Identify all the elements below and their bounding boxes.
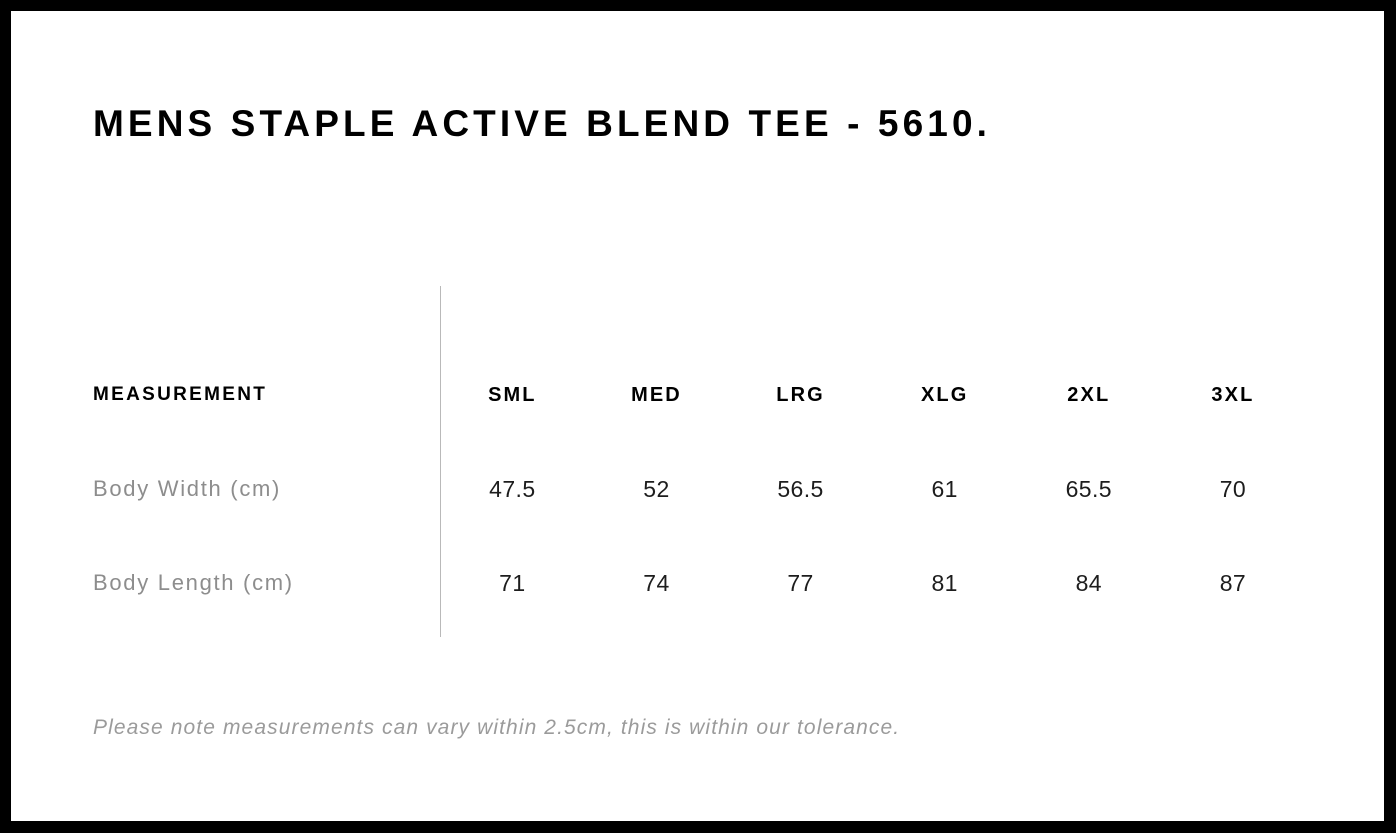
- cell-body-length-3xl: 87: [1219, 569, 1247, 596]
- cell-body-width-med: 52: [643, 475, 670, 502]
- column-header-xlg: XLG: [920, 383, 969, 406]
- column-header-2xl: 2XL: [1067, 383, 1111, 406]
- table-header-row: MEASUREMENT SML MED LRG XLG 2XL 3XL: [93, 348, 1305, 442]
- cell-body-width-3xl: 70: [1219, 475, 1247, 502]
- cell-body-length-med: 74: [643, 569, 670, 596]
- size-chart-canvas: MENS STAPLE ACTIVE BLEND TEE - 5610. MEA…: [11, 11, 1384, 821]
- column-header-med: MED: [631, 383, 682, 406]
- cell-body-width-2xl: 65.5: [1065, 475, 1112, 502]
- table-row: Body Length (cm) 71 74 77 81 84 87: [93, 536, 1305, 630]
- row-label-body-width: Body Width (cm): [93, 476, 282, 501]
- measurement-table: MEASUREMENT SML MED LRG XLG 2XL 3XL Body…: [93, 348, 1305, 630]
- cell-body-length-2xl: 84: [1075, 569, 1102, 596]
- cell-body-length-xlg: 81: [931, 569, 958, 596]
- cell-body-width-sml: 47.5: [489, 475, 536, 502]
- column-header-measurement: MEASUREMENT: [93, 384, 268, 405]
- cell-body-length-sml: 71: [499, 569, 526, 596]
- table-row: Body Width (cm) 47.5 52 56.5 61 65.5 70: [93, 442, 1305, 536]
- cell-body-length-lrg: 77: [787, 569, 814, 596]
- column-header-lrg: LRG: [776, 383, 825, 406]
- page-title: MENS STAPLE ACTIVE BLEND TEE - 5610.: [93, 103, 992, 144]
- tolerance-footnote: Please note measurements can vary within…: [93, 716, 901, 739]
- column-header-sml: SML: [488, 383, 537, 406]
- cell-body-width-xlg: 61: [931, 475, 958, 502]
- cell-body-width-lrg: 56.5: [777, 475, 824, 502]
- column-header-3xl: 3XL: [1211, 383, 1255, 406]
- row-label-body-length: Body Length (cm): [93, 570, 294, 595]
- column-divider: [440, 286, 441, 637]
